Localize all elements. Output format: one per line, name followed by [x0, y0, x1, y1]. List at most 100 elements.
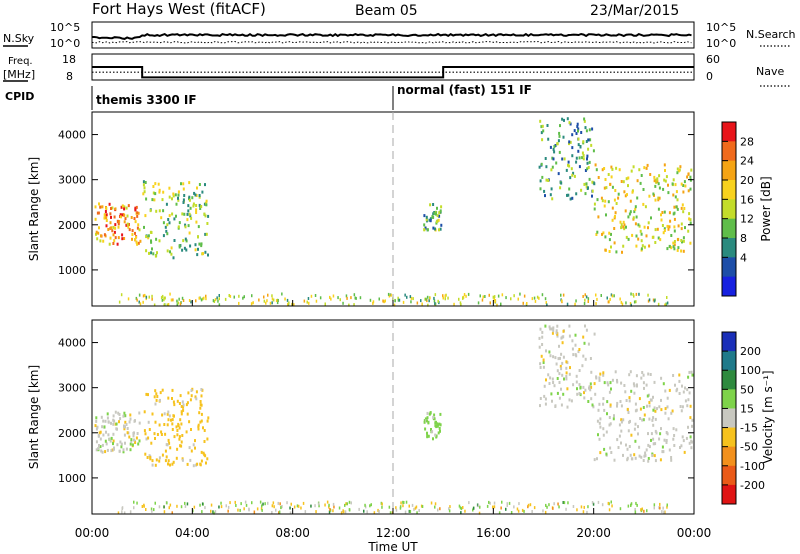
echo-cell	[575, 354, 578, 358]
echo-cell	[171, 422, 174, 426]
echo-cell	[680, 182, 683, 186]
ground-cell	[148, 295, 150, 299]
ground-cell	[643, 509, 645, 513]
ground-cell	[459, 301, 462, 305]
echo-cell	[95, 419, 98, 423]
ground-cell	[545, 503, 547, 507]
echo-cell	[153, 432, 156, 436]
echo-cell	[586, 154, 589, 158]
echo-cell	[167, 418, 170, 422]
echo-cell	[555, 161, 558, 165]
echo-cell	[433, 211, 436, 215]
ground-cell	[229, 294, 232, 298]
echo-cell	[190, 389, 193, 392]
echo-cell	[645, 234, 648, 238]
echo-cell	[596, 419, 599, 423]
echo-cell	[578, 383, 581, 387]
echo-cell	[640, 239, 643, 243]
power-ground-scatter	[118, 292, 669, 307]
echo-cell	[620, 404, 623, 408]
echo-cell	[176, 429, 179, 432]
echo-cell	[178, 244, 181, 248]
ground-cell	[388, 294, 391, 298]
echo-cell	[631, 233, 634, 237]
echo-cell	[565, 360, 568, 364]
echo-cell	[614, 211, 617, 215]
echo-cell	[170, 418, 172, 422]
x-tick-label: 12:00	[376, 526, 411, 540]
ground-cell	[271, 504, 274, 508]
ground-cell	[536, 295, 539, 299]
echo-cell	[194, 193, 197, 197]
ground-cell	[544, 510, 547, 514]
echo-cell	[149, 456, 152, 459]
echo-cell	[571, 173, 574, 177]
echo-cell	[691, 424, 693, 428]
echo-cell	[424, 417, 427, 421]
ground-cell	[332, 509, 334, 513]
echo-cell	[598, 402, 601, 406]
ground-cell	[460, 507, 463, 511]
echo-cell	[663, 210, 666, 214]
echo-cell	[197, 235, 199, 239]
echo-cell	[664, 411, 667, 415]
ground-cell	[462, 295, 465, 299]
echo-cell	[541, 343, 544, 346]
echo-cell	[539, 397, 542, 400]
ground-cell	[136, 501, 138, 505]
colorbar-tick-label: 8	[740, 232, 747, 245]
echo-cell	[190, 428, 192, 431]
echo-cell	[643, 166, 646, 170]
echo-cell	[626, 447, 629, 451]
echo-cell	[436, 422, 439, 426]
echo-cell	[169, 463, 171, 467]
echo-cell	[182, 405, 185, 409]
ground-cell	[166, 303, 169, 307]
ground-cell	[635, 292, 638, 296]
ground-cell	[271, 294, 273, 298]
ground-cell	[459, 506, 462, 510]
echo-cell	[153, 198, 156, 202]
echo-cell	[616, 380, 619, 384]
echo-cell	[424, 427, 427, 431]
ground-cell	[195, 299, 197, 303]
echo-cell	[184, 223, 187, 227]
echo-cell	[151, 198, 154, 202]
ground-cell	[597, 500, 600, 504]
echo-cell	[638, 397, 641, 401]
echo-cell	[660, 408, 663, 412]
ground-cell	[198, 296, 200, 300]
ground-cell	[133, 500, 135, 504]
ground-cell	[449, 505, 451, 509]
ground-cell	[377, 508, 379, 512]
ground-cell	[508, 501, 511, 505]
echo-cell	[192, 202, 195, 206]
echo-cell	[610, 175, 613, 179]
echo-cell	[623, 384, 626, 387]
ground-cell	[218, 297, 220, 301]
echo-cell	[157, 182, 160, 186]
ground-cell	[428, 299, 430, 303]
ground-cell	[587, 300, 589, 303]
echo-cell	[657, 196, 660, 200]
echo-cell	[550, 187, 553, 191]
ground-cell	[233, 295, 235, 299]
echo-cell	[97, 231, 100, 235]
echo-cell	[571, 154, 574, 158]
velocity-cbar-label: Velocity [m s⁻¹]	[761, 370, 775, 463]
ground-cell	[310, 294, 313, 298]
echo-cell	[97, 211, 100, 215]
echo-cell	[593, 458, 596, 462]
colorbar-swatch	[722, 141, 736, 162]
echo-cell	[188, 231, 191, 235]
echo-cell	[158, 456, 161, 460]
echo-cell	[151, 459, 154, 463]
ground-cell	[489, 501, 491, 505]
ground-cell	[437, 508, 439, 512]
echo-cell	[560, 181, 563, 185]
echo-cell	[183, 212, 186, 216]
echo-cell	[565, 366, 568, 370]
echo-cell	[597, 408, 600, 412]
echo-cell	[426, 419, 428, 423]
echo-cell	[555, 331, 558, 335]
